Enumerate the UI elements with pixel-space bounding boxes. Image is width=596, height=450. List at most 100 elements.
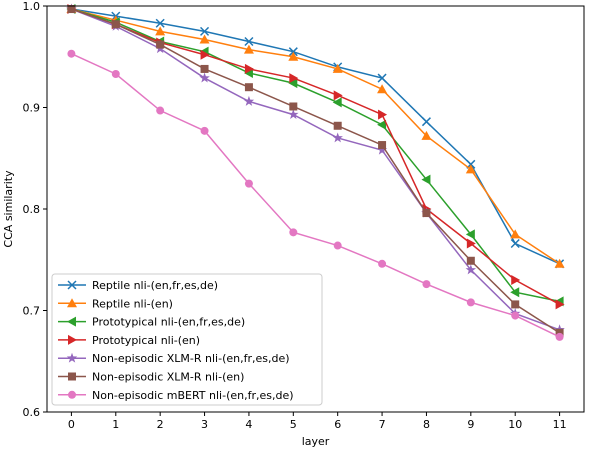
data-point [510, 287, 520, 298]
series-5 [67, 5, 564, 337]
data-point [200, 64, 209, 73]
x-tick-label: 10 [508, 418, 522, 431]
data-point [244, 179, 253, 188]
legend-label: Reptile nli-(en,fr,es,de) [92, 279, 218, 292]
data-point [156, 40, 165, 49]
data-point [554, 258, 565, 268]
data-point [555, 299, 565, 310]
legend: Reptile nli-(en,fr,es,de) Reptile nli-(en… [51, 273, 323, 406]
data-point [511, 311, 520, 320]
legend-item: Reptile nli-(en) [58, 297, 173, 310]
data-point [510, 229, 521, 239]
data-point [465, 164, 476, 174]
data-point [288, 51, 299, 61]
legend-item: Reptile nli-(en,fr,es,de) [58, 279, 218, 292]
data-point [555, 332, 564, 341]
series-line [71, 8, 560, 306]
data-point [378, 259, 387, 268]
data-point [465, 229, 475, 240]
data-point [199, 34, 210, 44]
x-tick-label: 4 [245, 418, 252, 431]
data-point [466, 298, 475, 307]
data-point [377, 119, 387, 130]
x-tick-label: 0 [68, 418, 75, 431]
legend-marker [68, 390, 76, 399]
data-point [465, 264, 477, 275]
legend-marker [67, 316, 76, 327]
legend-item: Prototypical nli-(en) [58, 334, 200, 347]
data-point [244, 63, 254, 74]
data-point [244, 83, 253, 92]
data-point [289, 228, 298, 237]
legend-item: Non-episodic XLM-R nli-(en,fr,es,de) [58, 352, 290, 365]
data-point [200, 49, 210, 60]
data-point [111, 20, 120, 29]
data-point [511, 300, 520, 309]
data-point [333, 241, 342, 250]
data-point [378, 141, 387, 150]
data-point [378, 109, 388, 120]
x-tick-label: 2 [157, 418, 164, 431]
legend-item: Non-episodic mBERT nli-(en,fr,es,de) [58, 389, 294, 402]
series-line [71, 8, 560, 331]
legend-label: Prototypical nli-(en) [92, 334, 200, 347]
data-point [289, 73, 299, 84]
x-tick-label: 8 [423, 418, 430, 431]
y-tick-label: 0.9 [23, 102, 41, 115]
legend-marker [67, 298, 77, 308]
series-6 [67, 49, 564, 341]
data-point [243, 95, 255, 106]
data-point [67, 49, 76, 58]
y-axis-label: CCA similarity [2, 170, 15, 248]
data-point [333, 90, 343, 101]
legend-box [51, 273, 323, 406]
data-point [243, 44, 254, 54]
legend-marker [67, 280, 77, 290]
data-point [466, 256, 475, 265]
legend-item: Prototypical nli-(en,fr,es,de) [58, 316, 245, 329]
data-point [288, 109, 299, 120]
y-tick-label: 0.8 [23, 203, 41, 216]
y-tick-label: 0.7 [23, 305, 41, 318]
x-tick-label: 7 [379, 418, 386, 431]
legend-marker [68, 372, 76, 381]
data-point [422, 280, 431, 289]
series-line [71, 53, 560, 338]
series-line [71, 8, 560, 265]
plot-frame [46, 5, 585, 413]
data-point [555, 328, 564, 337]
series-line [71, 8, 561, 265]
legend-item: Non-episodic XLM-R nli-(en) [58, 371, 244, 384]
data-point [199, 72, 210, 83]
x-tick-label: 3 [201, 418, 208, 431]
data-point [421, 117, 431, 127]
data-point [288, 78, 298, 89]
legend-label: Reptile nli-(en) [92, 297, 173, 310]
data-point [510, 238, 520, 249]
y-tick-label: 0.6 [23, 406, 41, 419]
series-line [71, 8, 560, 334]
data-point [466, 238, 476, 249]
data-point [333, 121, 342, 130]
data-point [200, 126, 209, 135]
data-point [288, 47, 298, 57]
data-point [155, 26, 166, 36]
legend-label: Non-episodic XLM-R nli-(en,fr,es,de) [92, 352, 290, 365]
legend-label: Non-episodic mBERT nli-(en,fr,es,de) [92, 389, 294, 402]
legend-marker [66, 352, 78, 363]
y-tick-label: 1.0 [23, 0, 41, 13]
data-point [421, 174, 431, 185]
data-point [332, 63, 343, 73]
data-point [155, 18, 165, 28]
series-group [66, 3, 565, 341]
data-point [511, 275, 521, 286]
data-point [377, 84, 388, 94]
legend-marker [68, 334, 77, 345]
data-point [421, 130, 432, 140]
data-point [156, 106, 165, 115]
series-line [71, 8, 560, 303]
x-axis-label: layer [302, 435, 330, 448]
data-point [111, 70, 120, 79]
